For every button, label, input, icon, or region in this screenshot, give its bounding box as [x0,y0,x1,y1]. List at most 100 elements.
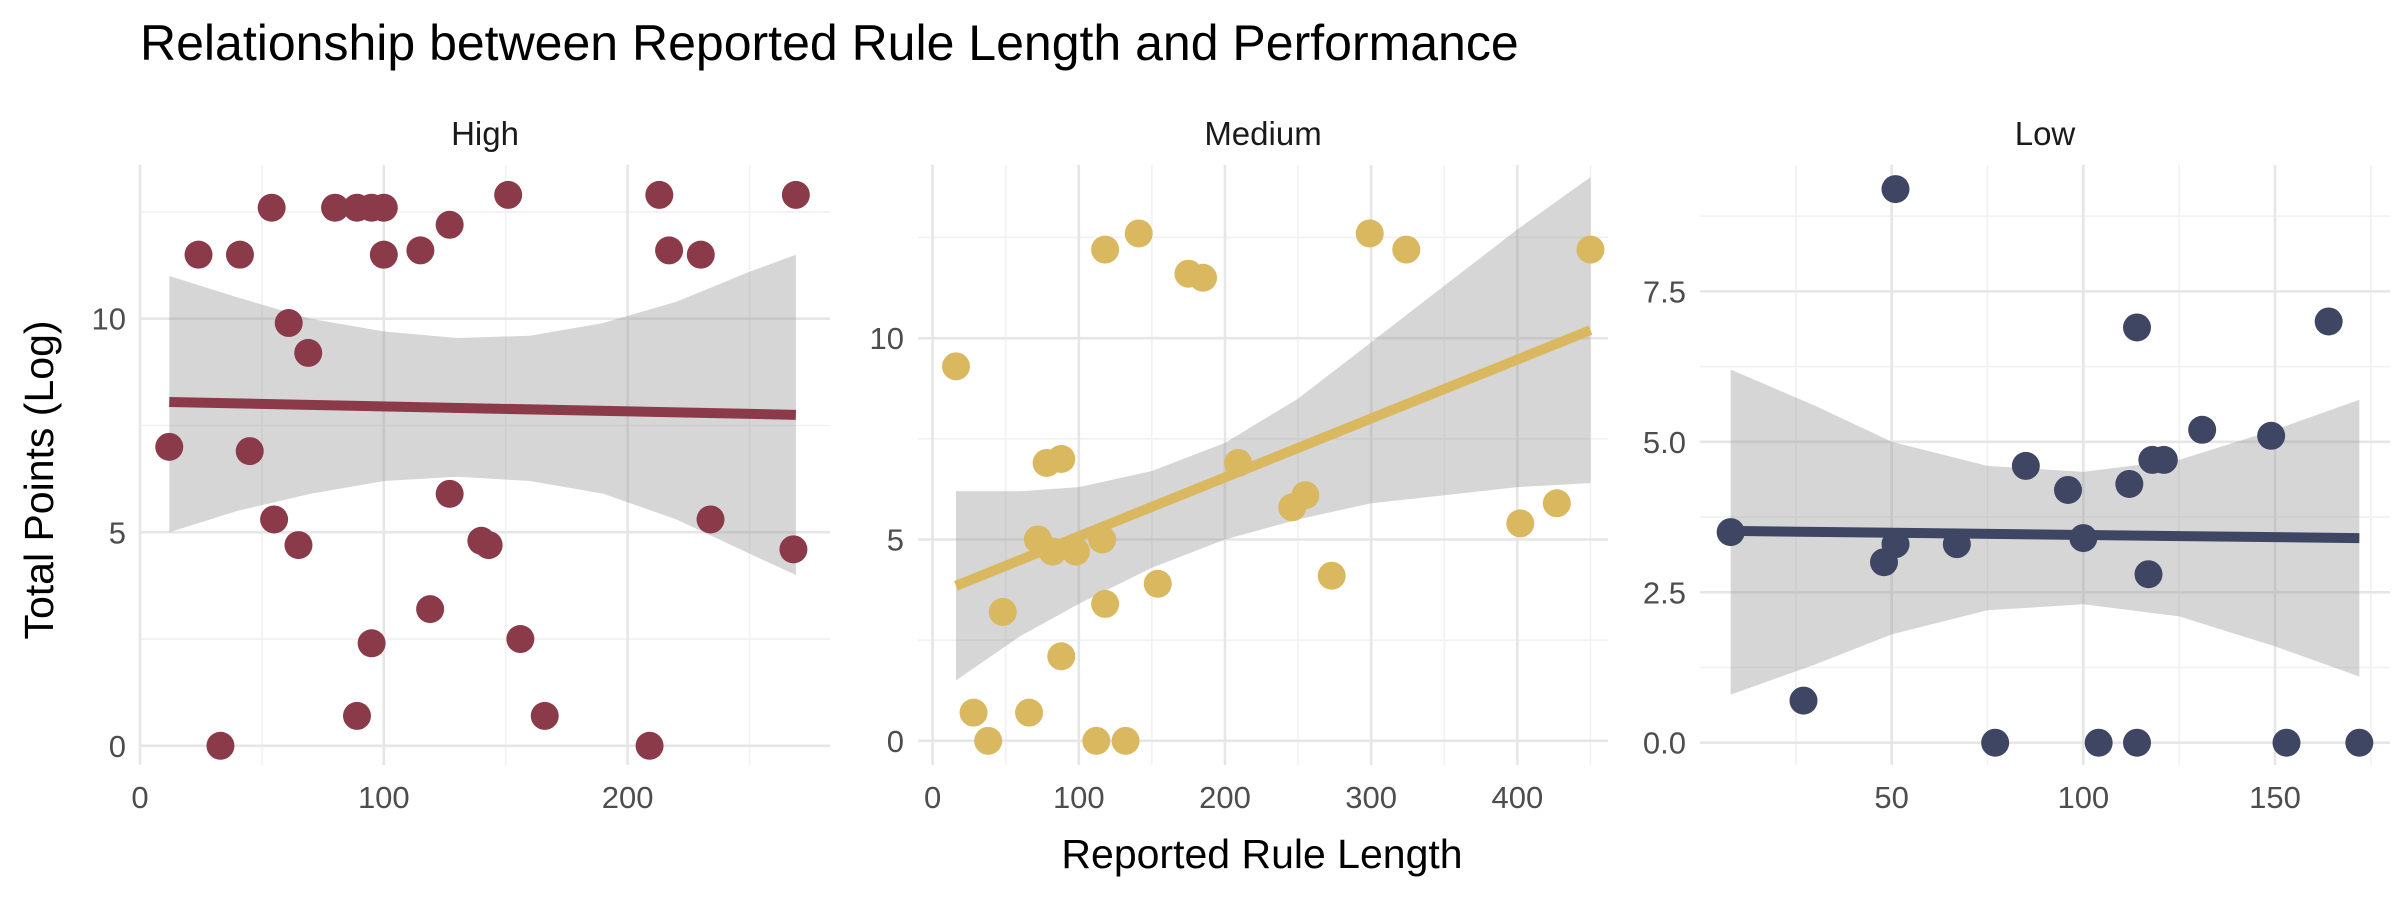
data-point [2011,451,2040,480]
data-point [416,595,445,624]
data-point [284,531,313,560]
y-tick-label: 5 [109,515,126,550]
y-tick-label: 5 [887,522,904,557]
data-point [2123,728,2151,757]
x-tick-label: 0 [131,780,148,815]
data-point [1015,698,1044,727]
data-point [988,597,1017,626]
data-point [474,531,503,560]
data-point [1047,444,1076,473]
y-axis-title: Total Points (Log) [16,320,62,639]
data-point [1291,481,1320,510]
data-point [2188,415,2217,444]
x-tick-label: 0 [924,780,941,815]
data-point [974,726,1003,755]
data-point [435,210,464,239]
data-point [2257,421,2286,450]
x-tick-label: 150 [2249,780,2301,815]
x-tick-label: 400 [1491,780,1543,815]
data-point [2054,475,2082,504]
data-point [2123,313,2151,342]
data-point [1091,589,1120,618]
panel-low: Low 50 100 150 0.0 2.5 5.0 7.5 [1643,115,2390,815]
data-point [1576,235,1605,264]
data-point [781,180,810,209]
panels-group: High 0 100 200 0 5 10 Medium 0 100 200 300 400 0 5 10 Lo… [92,115,2390,815]
panel-high: High 0 100 200 0 5 10 [92,115,830,815]
facet-label: Low [2015,115,2076,152]
x-tick-label: 100 [358,780,410,815]
y-tick-label: 2.5 [1643,575,1686,610]
data-point [1355,219,1384,248]
panel-medium: Medium 0 100 200 300 400 0 5 10 [870,115,1608,815]
data-point [1091,235,1120,264]
data-point [435,479,464,508]
facet-label: Medium [1204,115,1321,152]
data-point [369,193,398,222]
x-tick-label: 200 [602,780,654,815]
data-point [1506,509,1535,538]
data-point [260,505,289,534]
data-point [369,240,398,269]
data-point [342,701,371,730]
y-tick-label: 10 [92,302,126,337]
data-point [2314,307,2343,336]
confidence-band [169,254,796,575]
data-point [321,193,350,222]
data-point [357,629,386,658]
regression-line [1730,525,2360,544]
data-point [1143,569,1172,598]
data-point [1189,263,1218,292]
data-point [494,180,523,209]
y-tick-label: 10 [870,321,904,356]
y-tick-label: 7.5 [1643,274,1686,309]
data-point [635,731,664,760]
data-point [2345,728,2374,757]
data-point [942,352,971,381]
data-point [1542,489,1571,518]
x-tick-label: 200 [1199,780,1251,815]
x-tick-label: 300 [1345,780,1397,815]
data-point [257,193,286,222]
x-tick-label: 100 [1053,780,1105,815]
data-point [1981,728,2010,757]
data-point [1124,219,1153,248]
data-point [506,625,535,654]
data-point [1881,175,1910,204]
data-point [2272,728,2301,757]
data-point [2115,469,2144,498]
data-point [184,240,213,269]
facet-label: High [451,115,519,152]
y-tick-label: 5.0 [1643,425,1686,460]
data-point [779,535,808,564]
data-point [2134,560,2163,589]
data-point [2149,445,2178,474]
chart-title: Relationship between Reported Rule Lengt… [140,15,1519,71]
data-point [225,240,254,269]
regression-line [169,397,796,420]
data-point [1317,561,1346,590]
y-tick-label: 0 [109,729,126,764]
data-point [235,437,264,466]
x-tick-label: 50 [1874,780,1908,815]
data-point [645,180,674,209]
data-point [959,698,988,727]
data-point [696,505,725,534]
data-point [686,240,715,269]
data-point [206,731,235,760]
x-tick-label: 100 [2057,780,2109,815]
data-point [655,236,684,265]
data-point [294,338,323,367]
x-axis-title: Reported Rule Length [1061,831,1462,877]
data-point [406,236,435,265]
data-point [1082,726,1111,755]
data-point [2084,728,2113,757]
data-point [1111,726,1140,755]
data-point [1392,235,1421,264]
confidence-band [956,177,1591,681]
data-point [1047,642,1076,671]
regression-line [954,325,1593,591]
data-point [530,701,559,730]
y-tick-label: 0.0 [1643,726,1686,761]
